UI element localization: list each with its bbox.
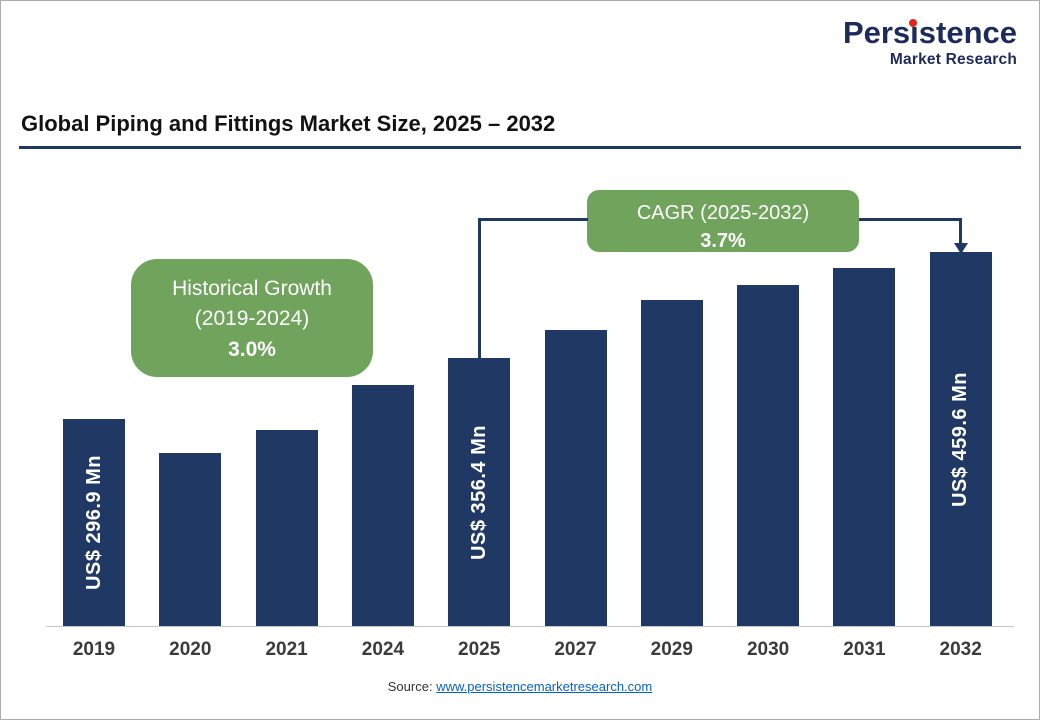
- bar-value-label: US$ 356.4 Mn: [467, 424, 490, 560]
- x-axis-label-2025: 2025: [458, 639, 501, 660]
- x-axis-label-2024: 2024: [361, 639, 405, 660]
- bar-2032: US$ 459.6 Mn: [929, 252, 992, 626]
- logo-red-dot-icon: [909, 19, 917, 27]
- bar-value-label: US$ 296.9 Mn: [82, 455, 105, 590]
- x-axis-label-2030: 2030: [746, 639, 790, 660]
- x-axis-label-2020: 2020: [169, 639, 212, 660]
- source-link[interactable]: www.persistencemarketresearch.com: [436, 679, 653, 694]
- bar-2027: [544, 330, 607, 626]
- historical-callout-line1: Historical Growth: [172, 277, 332, 300]
- x-axis-label-2032: 2032: [939, 639, 982, 660]
- bar-2030: [737, 285, 800, 626]
- logo-wordmark: Persistence: [842, 15, 1017, 50]
- source-line: Source: www.persistencemarketresearch.co…: [1, 679, 1039, 694]
- cagr-bracket-right-vertical: [959, 218, 962, 244]
- bar-2025: US$ 356.4 Mn: [448, 358, 511, 626]
- bar-2024: [351, 385, 414, 626]
- arrowhead-down-icon: [954, 243, 968, 254]
- x-axis-label-2019: 2019: [72, 639, 116, 660]
- title-underline: [19, 146, 1021, 149]
- page-title: Global Piping and Fittings Market Size, …: [21, 111, 556, 136]
- cagr-callout-line1: CAGR (2025-2032): [636, 202, 810, 224]
- bar-2031: [833, 268, 896, 626]
- x-axis-label-2031: 2031: [843, 639, 886, 660]
- cagr-bracket-right-horizontal: [859, 218, 962, 221]
- x-axis-label-2029: 2029: [650, 639, 693, 660]
- company-logo: Persistence Market Research: [842, 15, 1017, 69]
- historical-callout-line2: (2019-2024): [194, 307, 310, 331]
- bar-2019: US$ 296.9 Mn: [63, 419, 125, 626]
- cagr-callout-value: 3.7%: [700, 230, 746, 252]
- cagr-callout: CAGR (2025-2032) 3.7%: [587, 190, 859, 252]
- historical-growth-callout: Historical Growth (2019-2024) 3.0%: [131, 259, 373, 377]
- bar-value-label: US$ 459.6 Mn: [949, 371, 972, 507]
- bar-2021: [255, 430, 318, 626]
- cagr-bracket-left-vertical: [478, 218, 481, 358]
- bar-2020: [159, 453, 222, 626]
- x-axis-label-2021: 2021: [265, 639, 308, 660]
- source-prefix: Source:: [387, 679, 433, 694]
- x-axis-label-2027: 2027: [554, 639, 597, 660]
- historical-callout-value: 3.0%: [228, 337, 276, 361]
- logo-text: Persistence: [842, 15, 1017, 50]
- bar-2029: [640, 300, 703, 626]
- logo-subtext: Market Research: [889, 50, 1017, 68]
- cagr-bracket-left-horizontal: [478, 218, 588, 221]
- x-axis-line: [46, 626, 1014, 627]
